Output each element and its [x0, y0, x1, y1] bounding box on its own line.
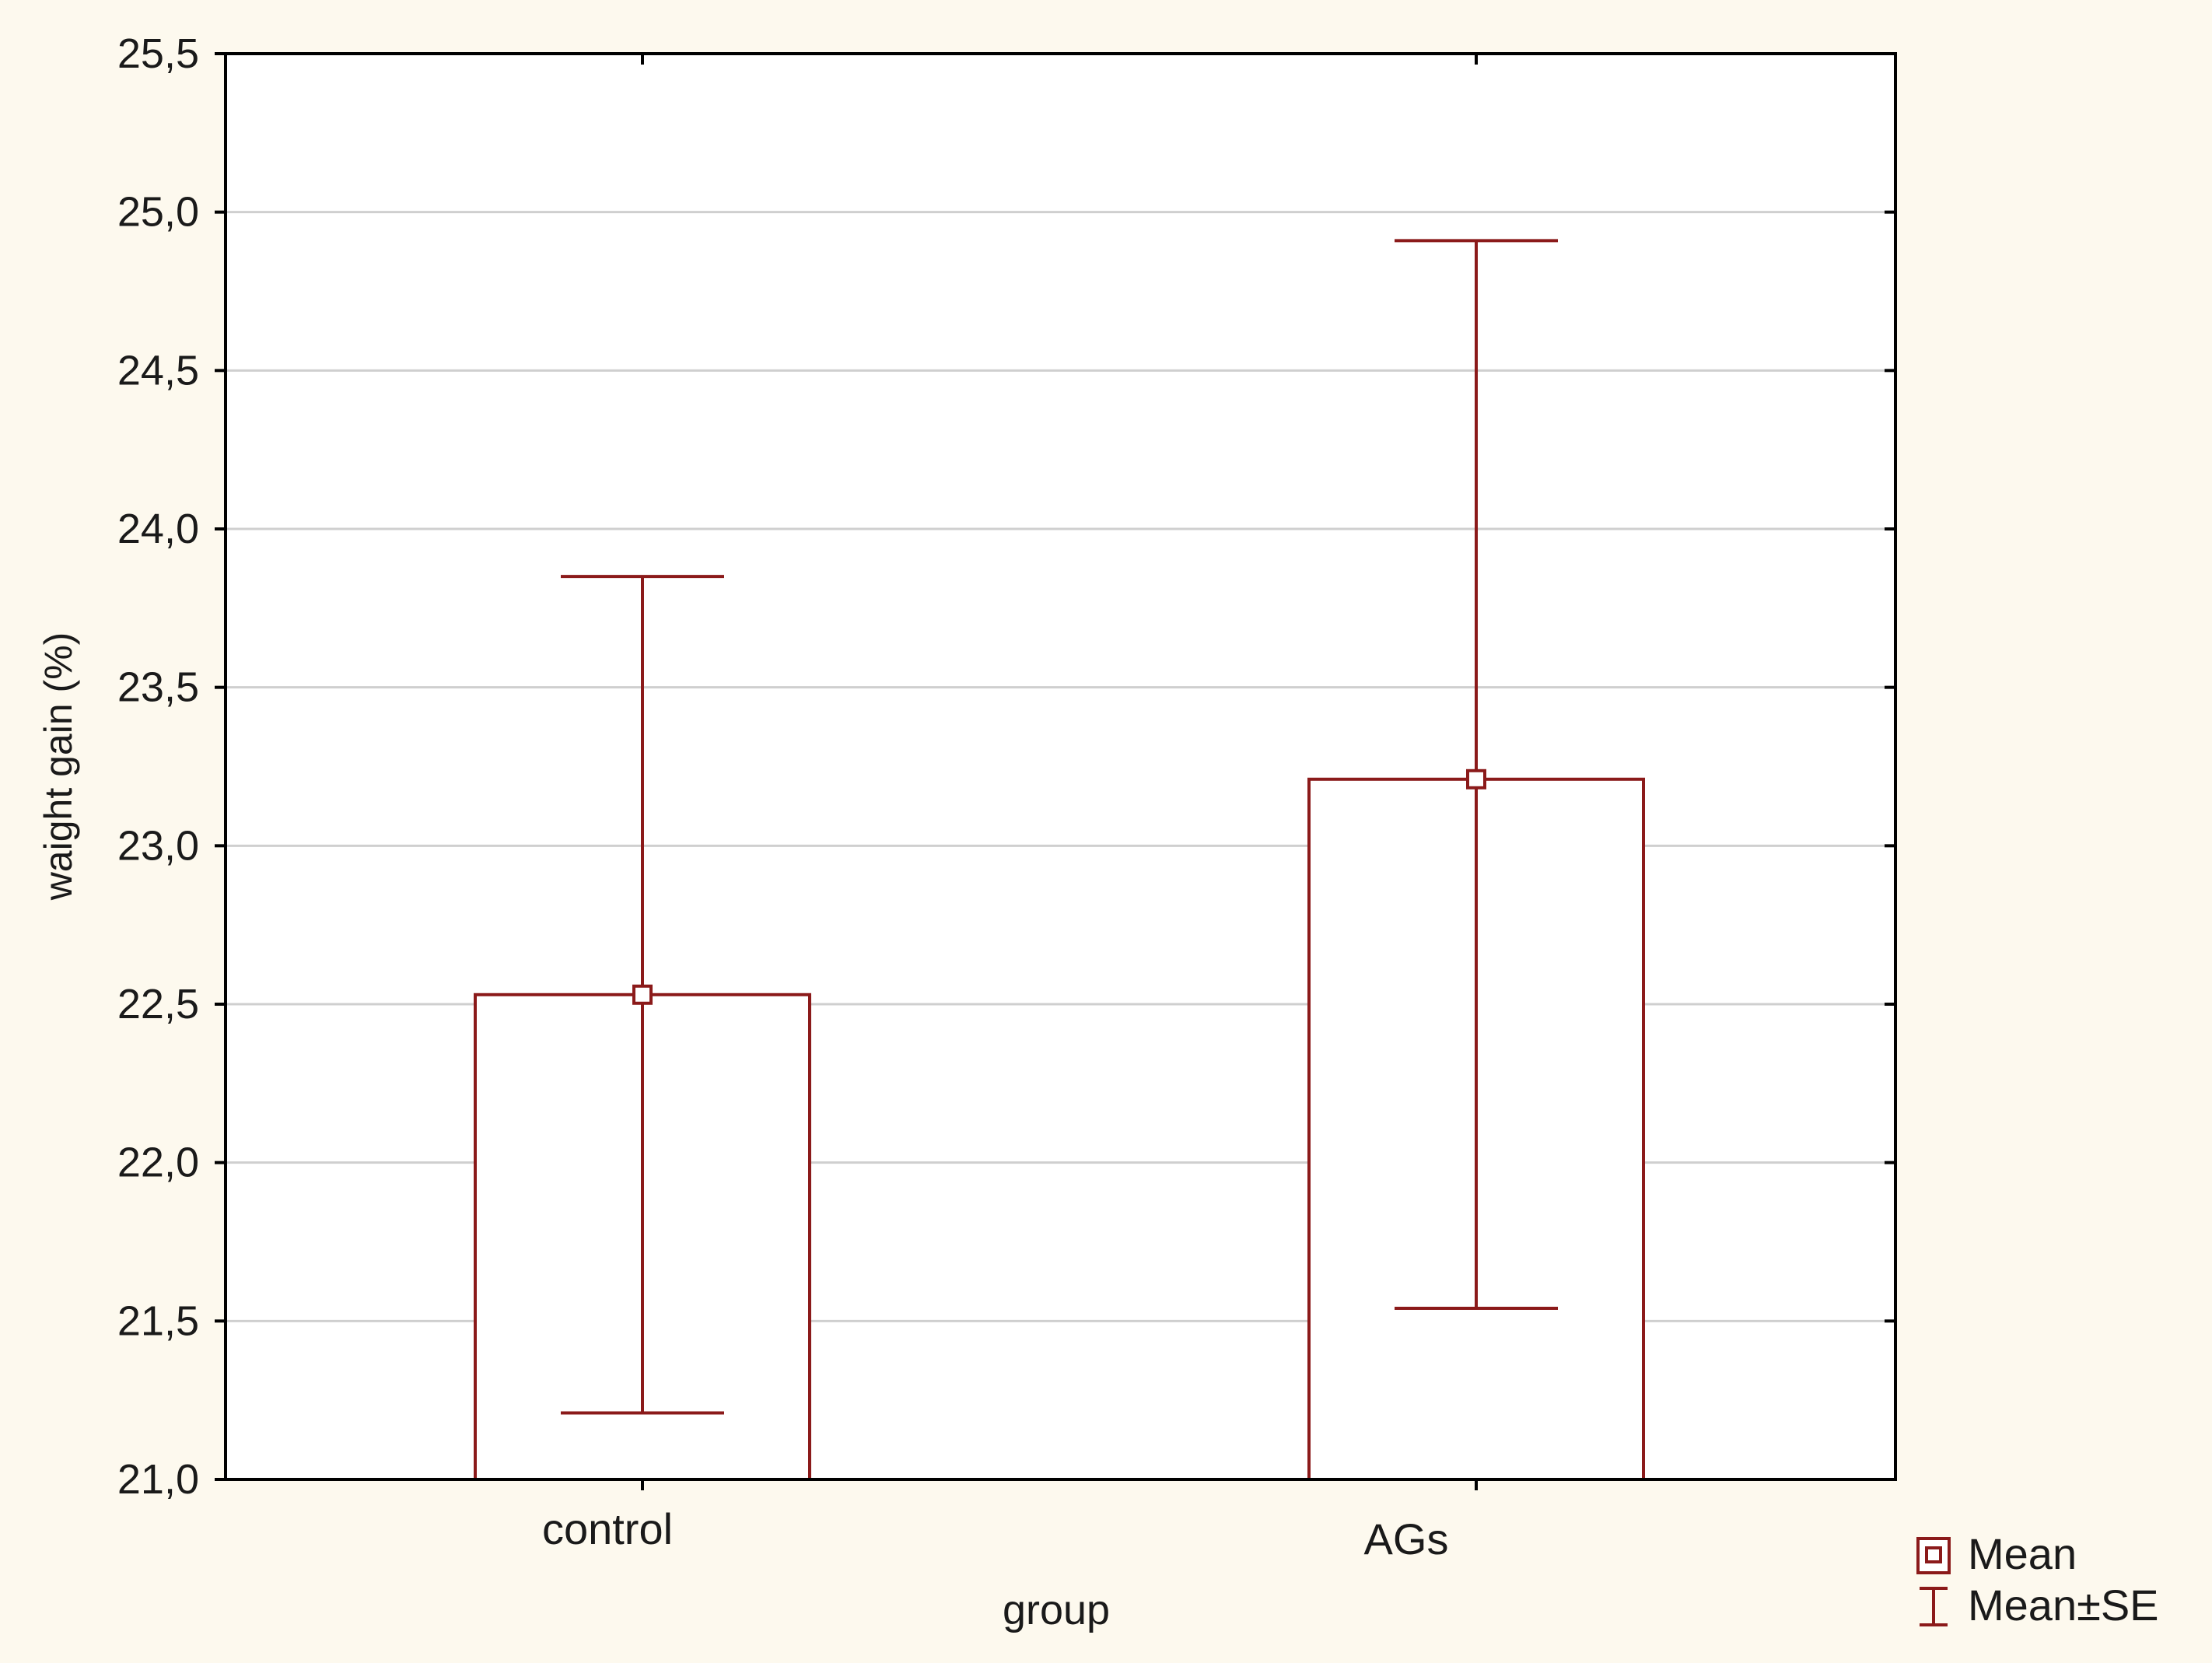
y-tick-label: 22,0 — [117, 1140, 199, 1186]
y-tick-label: 25,0 — [117, 189, 199, 236]
x-axis-ticks: control AGs — [542, 54, 1478, 1563]
mean-marker-AGs — [1466, 768, 1486, 789]
y-tick-label: 21,0 — [117, 1456, 199, 1503]
legend: Mean Mean±SE — [1916, 1529, 2159, 1630]
y-tick-label: 24,0 — [117, 506, 199, 552]
y-axis-ticks: 21,0 21,5 22,0 22,5 23,0 23,5 24,0 24,5 25,0 25,5 — [117, 30, 1895, 1503]
x-axis-label: group — [1003, 1587, 1110, 1633]
y-tick-label: 23,0 — [117, 822, 199, 869]
x-tick-label-control: control — [542, 1504, 673, 1553]
y-tick-label: 23,5 — [117, 664, 199, 711]
x-tick-label-AGs: AGs — [1364, 1514, 1449, 1563]
error-bars — [561, 239, 1558, 1415]
y-tick-label: 21,5 — [117, 1297, 199, 1344]
plot-frame — [224, 52, 1897, 1481]
y-tick-label: 25,5 — [117, 30, 199, 77]
y-tick-label: 24,5 — [117, 347, 199, 394]
legend-se-label: Mean±SE — [1968, 1581, 2159, 1630]
legend-mean-label: Mean — [1968, 1529, 2077, 1578]
mean-marker-control — [632, 984, 653, 1005]
y-axis-label: waight gain (%) — [37, 632, 80, 902]
legend-mean-inner-square — [1925, 1546, 1942, 1563]
legend-error-bar-icon — [1920, 1587, 1948, 1626]
plot-border — [224, 52, 1897, 1481]
legend-mean-marker-icon — [1916, 1537, 1951, 1574]
y-tick-label: 22,5 — [117, 981, 199, 1028]
